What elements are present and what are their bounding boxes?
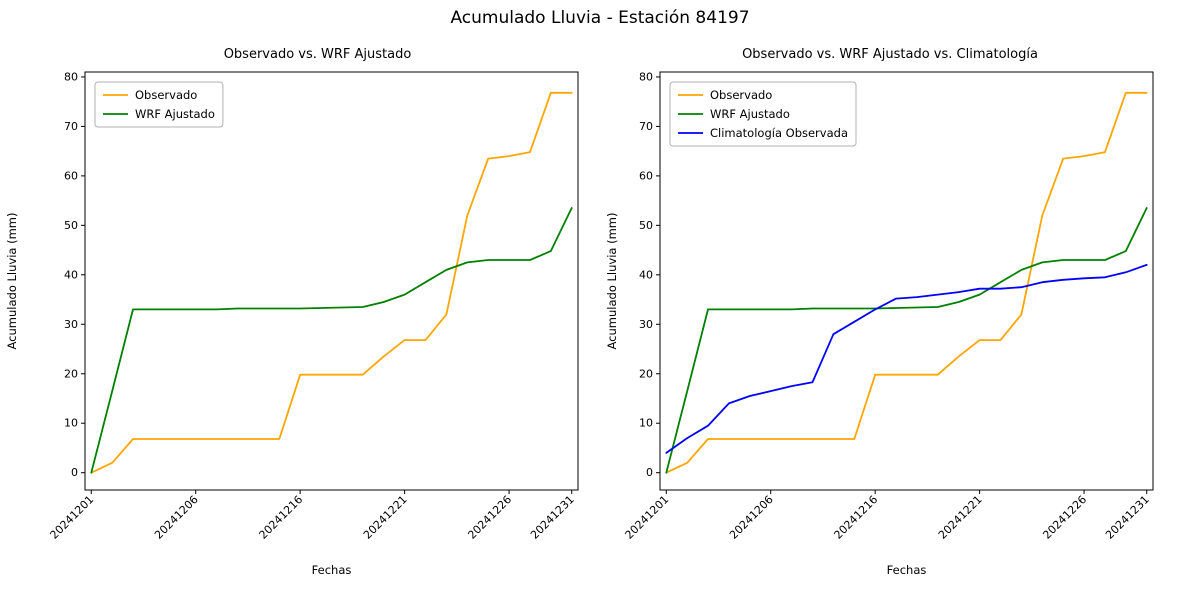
legend-box — [669, 81, 857, 147]
plot-frame — [659, 71, 1154, 491]
y-tick-label: 70 — [639, 120, 653, 133]
x-tick-label: 20241201 — [623, 493, 672, 542]
legend-label-wrf-ajustado: WRF Ajustado — [135, 107, 215, 121]
y-axis-label: Acumulado Lluvia (mm) — [5, 213, 19, 350]
series-line-wrf-ajustado — [90, 207, 573, 474]
y-tick-label: 0 — [71, 466, 78, 479]
x-tick-label: 20241216 — [831, 493, 880, 542]
x-tick-label: 20241221 — [936, 493, 985, 542]
series-line-climatologia-observada — [665, 263, 1148, 454]
series-line-observado — [90, 91, 573, 474]
x-tick-label: 20241216 — [256, 493, 305, 542]
series-line-observado — [665, 91, 1148, 474]
y-tick-label: 30 — [64, 318, 78, 331]
left-chart-title: Observado vs. WRF Ajustado — [223, 47, 412, 62]
legend-box — [94, 81, 224, 128]
x-tick-label: 20241206 — [152, 493, 201, 542]
y-tick-label: 0 — [646, 466, 653, 479]
y-tick-label: 80 — [639, 70, 653, 83]
legend-label-observado: Observado — [135, 88, 197, 102]
legend-label-climatologia-observada: Climatología Observada — [710, 126, 848, 140]
x-tick-label: 20241226 — [1040, 493, 1089, 542]
x-axis-label: Fechas — [312, 563, 352, 577]
y-tick-label: 10 — [64, 417, 78, 430]
right-subplot: Observado vs. WRF Ajustado vs. Climatolo… — [600, 40, 1200, 600]
x-tick-label: 20241201 — [48, 493, 97, 542]
figure-title: Acumulado Lluvia - Estación 84197 — [450, 8, 750, 28]
plot-frame — [84, 71, 579, 491]
y-tick-label: 70 — [64, 120, 78, 133]
y-tick-label: 60 — [64, 169, 78, 182]
y-tick-label: 80 — [64, 70, 78, 83]
y-tick-label: 20 — [64, 367, 78, 380]
x-tick-label: 20241221 — [361, 493, 410, 542]
y-tick-label: 40 — [639, 268, 653, 281]
legend: Observado WRF Ajustado — [94, 81, 224, 128]
y-tick-label: 50 — [64, 219, 78, 232]
y-axis-label: Acumulado Lluvia (mm) — [605, 213, 619, 350]
series-line-wrf-ajustado — [665, 207, 1148, 474]
x-tick-label: 20241231 — [1103, 493, 1152, 542]
right-chart-title: Observado vs. WRF Ajustado vs. Climatolo… — [742, 47, 1038, 62]
x-tick-label: 20241206 — [727, 493, 776, 542]
left-chart: 0 10 20 30 40 50 60 70 80 20241201 20241206 2024121… — [5, 70, 579, 577]
left-subplot: Observado vs. WRF Ajustado 0 10 20 30 40 50 60… — [0, 40, 600, 600]
legend: Observado WRF Ajustado Climatología Observ… — [669, 81, 857, 147]
legend-label-observado: Observado — [710, 88, 772, 102]
legend-label-wrf-ajustado: WRF Ajustado — [710, 107, 790, 121]
y-tick-label: 20 — [639, 367, 653, 380]
y-tick-label: 10 — [639, 417, 653, 430]
y-tick-label: 40 — [64, 268, 78, 281]
x-tick-label: 20241231 — [528, 493, 577, 542]
x-tick-label: 20241226 — [465, 493, 514, 542]
x-axis-label: Fechas — [887, 563, 927, 577]
y-tick-label: 60 — [639, 169, 653, 182]
y-tick-label: 50 — [639, 219, 653, 232]
right-chart: 0 10 20 30 40 50 60 70 80 20241201 20241206 2024121… — [605, 70, 1154, 577]
y-tick-label: 30 — [639, 318, 653, 331]
